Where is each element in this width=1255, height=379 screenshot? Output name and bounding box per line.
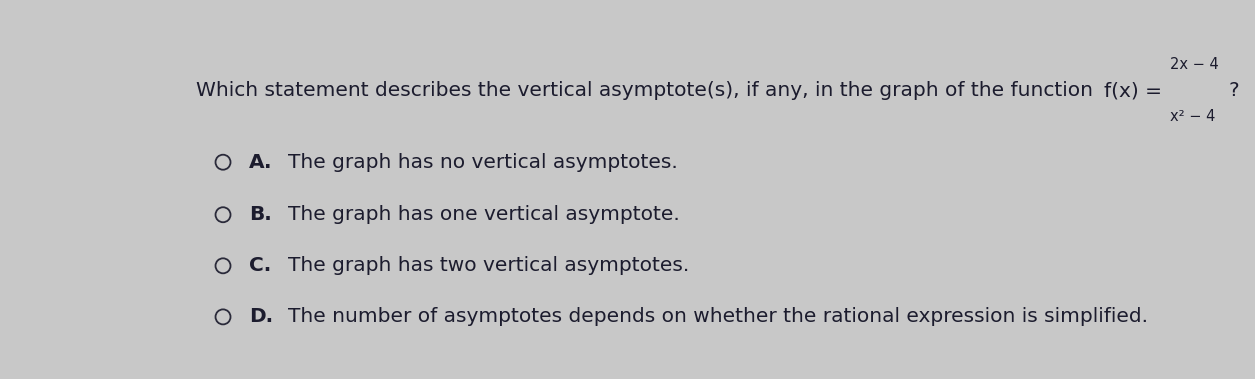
Text: C.: C.: [250, 256, 271, 275]
Text: f(x) =: f(x) =: [1104, 81, 1162, 100]
Text: x² − 4: x² − 4: [1170, 110, 1215, 124]
Text: B.: B.: [250, 205, 272, 224]
Text: A.: A.: [250, 153, 272, 172]
Text: D.: D.: [250, 307, 274, 326]
Text: The number of asymptotes depends on whether the rational expression is simplifie: The number of asymptotes depends on whet…: [289, 307, 1148, 326]
Text: The graph has no vertical asymptotes.: The graph has no vertical asymptotes.: [289, 153, 678, 172]
Text: The graph has two vertical asymptotes.: The graph has two vertical asymptotes.: [289, 256, 689, 275]
Text: The graph has one vertical asymptote.: The graph has one vertical asymptote.: [289, 205, 680, 224]
Text: 2x − 4: 2x − 4: [1170, 57, 1219, 72]
Text: Which statement describes the vertical asymptote(s), if any, in the graph of the: Which statement describes the vertical a…: [196, 81, 1099, 100]
Text: ?: ?: [1229, 81, 1239, 100]
Text: f(x) =: f(x) =: [1104, 81, 1162, 100]
